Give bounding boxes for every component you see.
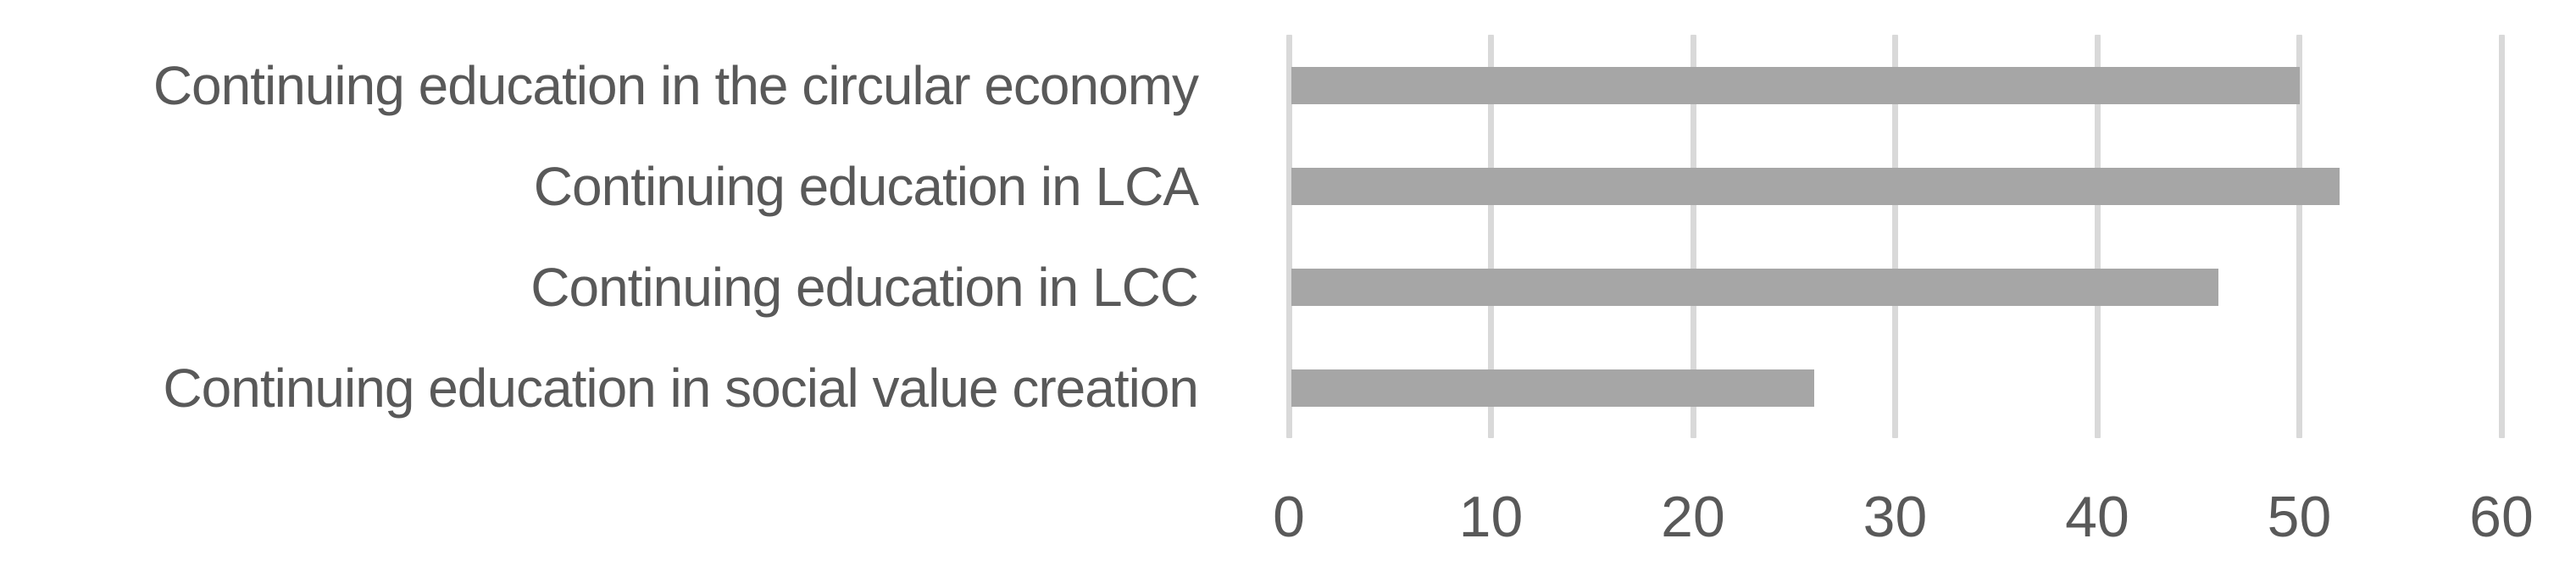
gridline-60 [2498,35,2505,438]
x-tick-label-30: 30 [1863,485,1928,549]
bar-2 [1291,167,2340,205]
x-tick-label-50: 50 [2267,485,2332,549]
category-label: Continuing education in LCC [530,256,1199,318]
x-tick-label-20: 20 [1661,485,1725,549]
category-row-3: Continuing education in LCC [0,236,1199,337]
x-tick-label-40: 40 [2065,485,2129,549]
gridline-10 [1488,35,1494,438]
category-label: Continuing education in LCA [533,155,1199,217]
value-axis: 0 10 20 30 40 50 60 [0,488,2576,547]
bar-3 [1291,268,2218,306]
category-row-2: Continuing education in LCA [0,136,1199,236]
gridline-40 [2094,35,2101,438]
gridline-20 [1690,35,1696,438]
gridline-50 [2296,35,2302,438]
x-tick-label-0: 0 [1273,485,1305,549]
bar-1 [1291,66,2300,104]
bar-4 [1291,369,1814,407]
category-row-4: Continuing education in social value cre… [0,337,1199,438]
category-row-1: Continuing education in the circular eco… [0,35,1199,136]
x-tick-label-10: 10 [1458,485,1524,549]
gridline-30 [1892,35,1898,438]
gridline-0 [1285,35,1292,438]
x-tick-label-60: 60 [2469,485,2534,549]
category-axis: Continuing education in the circular eco… [0,0,1199,572]
category-label: Continuing education in social value cre… [163,357,1199,419]
category-label: Continuing education in the circular eco… [153,54,1199,116]
